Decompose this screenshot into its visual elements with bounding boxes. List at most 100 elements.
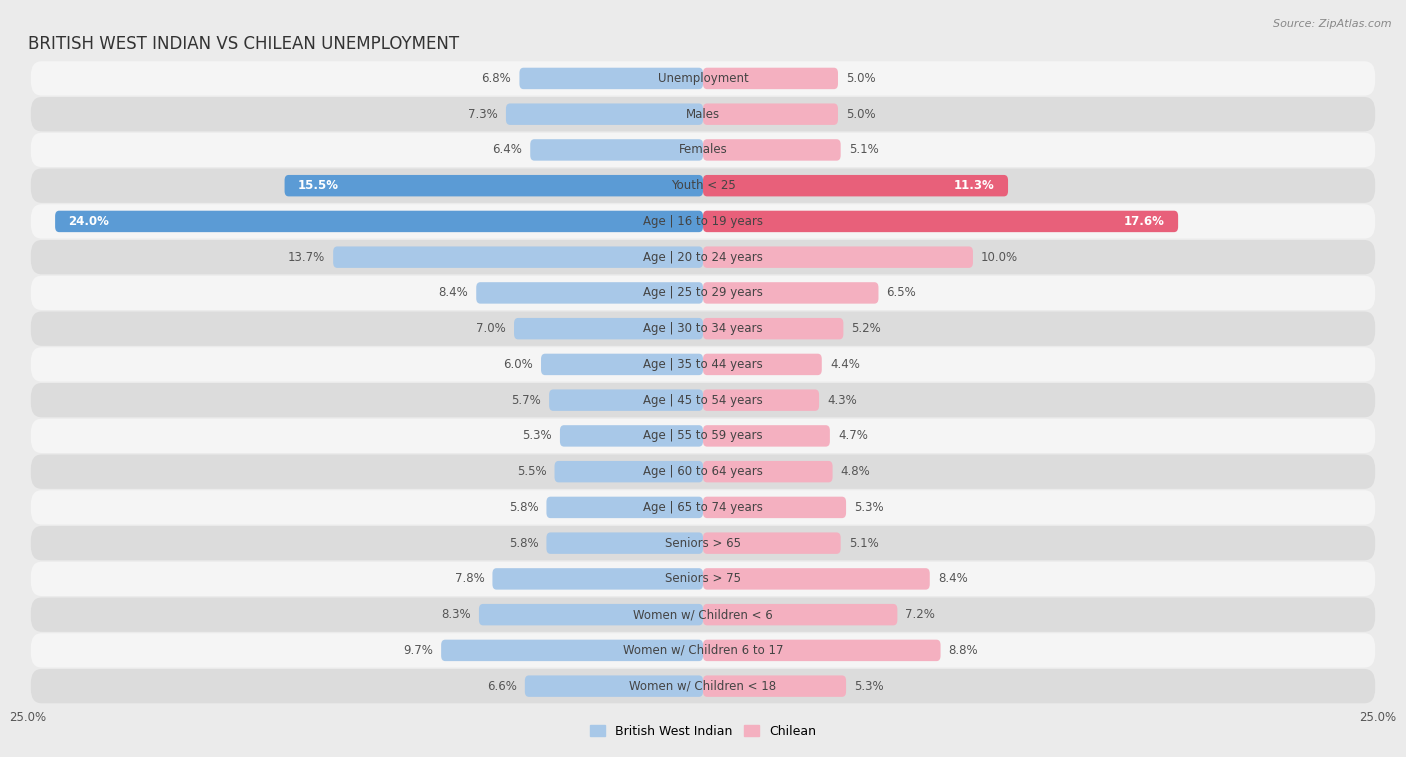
- FancyBboxPatch shape: [703, 675, 846, 697]
- Text: 7.3%: 7.3%: [468, 107, 498, 120]
- FancyBboxPatch shape: [519, 67, 703, 89]
- FancyBboxPatch shape: [31, 347, 1375, 382]
- FancyBboxPatch shape: [703, 497, 846, 518]
- FancyBboxPatch shape: [703, 354, 821, 375]
- FancyBboxPatch shape: [441, 640, 703, 661]
- Text: 5.0%: 5.0%: [846, 107, 876, 120]
- Text: BRITISH WEST INDIAN VS CHILEAN UNEMPLOYMENT: BRITISH WEST INDIAN VS CHILEAN UNEMPLOYM…: [28, 36, 460, 54]
- Text: 5.8%: 5.8%: [509, 501, 538, 514]
- FancyBboxPatch shape: [31, 276, 1375, 310]
- FancyBboxPatch shape: [703, 640, 941, 661]
- FancyBboxPatch shape: [492, 569, 703, 590]
- Text: Women w/ Children < 18: Women w/ Children < 18: [630, 680, 776, 693]
- Text: Women w/ Children < 6: Women w/ Children < 6: [633, 608, 773, 621]
- Text: 5.8%: 5.8%: [509, 537, 538, 550]
- FancyBboxPatch shape: [703, 247, 973, 268]
- FancyBboxPatch shape: [703, 67, 838, 89]
- FancyBboxPatch shape: [515, 318, 703, 339]
- Text: 6.5%: 6.5%: [887, 286, 917, 300]
- Text: 13.7%: 13.7%: [288, 251, 325, 263]
- Legend: British West Indian, Chilean: British West Indian, Chilean: [585, 720, 821, 743]
- Text: Age | 55 to 59 years: Age | 55 to 59 years: [643, 429, 763, 442]
- Text: Age | 35 to 44 years: Age | 35 to 44 years: [643, 358, 763, 371]
- FancyBboxPatch shape: [547, 532, 703, 554]
- FancyBboxPatch shape: [31, 669, 1375, 703]
- FancyBboxPatch shape: [31, 562, 1375, 596]
- FancyBboxPatch shape: [31, 633, 1375, 668]
- Text: 8.4%: 8.4%: [439, 286, 468, 300]
- FancyBboxPatch shape: [560, 425, 703, 447]
- Text: 5.5%: 5.5%: [517, 465, 547, 478]
- FancyBboxPatch shape: [479, 604, 703, 625]
- Text: 8.4%: 8.4%: [938, 572, 967, 585]
- Text: 4.8%: 4.8%: [841, 465, 870, 478]
- Text: 7.8%: 7.8%: [454, 572, 484, 585]
- FancyBboxPatch shape: [31, 204, 1375, 238]
- FancyBboxPatch shape: [477, 282, 703, 304]
- Text: Women w/ Children 6 to 17: Women w/ Children 6 to 17: [623, 644, 783, 657]
- Text: 6.8%: 6.8%: [482, 72, 512, 85]
- FancyBboxPatch shape: [524, 675, 703, 697]
- Text: Age | 30 to 34 years: Age | 30 to 34 years: [643, 322, 763, 335]
- Text: Age | 60 to 64 years: Age | 60 to 64 years: [643, 465, 763, 478]
- FancyBboxPatch shape: [31, 419, 1375, 453]
- Text: 15.5%: 15.5%: [298, 179, 339, 192]
- FancyBboxPatch shape: [703, 210, 1178, 232]
- Text: 5.1%: 5.1%: [849, 537, 879, 550]
- Text: Seniors > 75: Seniors > 75: [665, 572, 741, 585]
- FancyBboxPatch shape: [703, 104, 838, 125]
- FancyBboxPatch shape: [550, 389, 703, 411]
- FancyBboxPatch shape: [55, 210, 703, 232]
- Text: 5.1%: 5.1%: [849, 143, 879, 157]
- Text: 17.6%: 17.6%: [1123, 215, 1164, 228]
- FancyBboxPatch shape: [31, 132, 1375, 167]
- Text: 6.4%: 6.4%: [492, 143, 522, 157]
- Text: 8.8%: 8.8%: [949, 644, 979, 657]
- Text: Unemployment: Unemployment: [658, 72, 748, 85]
- FancyBboxPatch shape: [703, 139, 841, 160]
- FancyBboxPatch shape: [547, 497, 703, 518]
- Text: Age | 25 to 29 years: Age | 25 to 29 years: [643, 286, 763, 300]
- FancyBboxPatch shape: [506, 104, 703, 125]
- FancyBboxPatch shape: [31, 169, 1375, 203]
- FancyBboxPatch shape: [31, 312, 1375, 346]
- Text: 8.3%: 8.3%: [441, 608, 471, 621]
- FancyBboxPatch shape: [703, 532, 841, 554]
- FancyBboxPatch shape: [541, 354, 703, 375]
- FancyBboxPatch shape: [31, 240, 1375, 274]
- Text: Age | 20 to 24 years: Age | 20 to 24 years: [643, 251, 763, 263]
- Text: 11.3%: 11.3%: [953, 179, 994, 192]
- Text: 5.7%: 5.7%: [512, 394, 541, 407]
- FancyBboxPatch shape: [703, 604, 897, 625]
- Text: 24.0%: 24.0%: [69, 215, 110, 228]
- FancyBboxPatch shape: [703, 425, 830, 447]
- FancyBboxPatch shape: [703, 389, 820, 411]
- Text: 7.2%: 7.2%: [905, 608, 935, 621]
- Text: Males: Males: [686, 107, 720, 120]
- FancyBboxPatch shape: [554, 461, 703, 482]
- Text: Age | 45 to 54 years: Age | 45 to 54 years: [643, 394, 763, 407]
- FancyBboxPatch shape: [284, 175, 703, 196]
- Text: Age | 65 to 74 years: Age | 65 to 74 years: [643, 501, 763, 514]
- Text: 5.3%: 5.3%: [522, 429, 551, 442]
- FancyBboxPatch shape: [530, 139, 703, 160]
- Text: 5.2%: 5.2%: [852, 322, 882, 335]
- FancyBboxPatch shape: [31, 526, 1375, 560]
- FancyBboxPatch shape: [31, 61, 1375, 95]
- FancyBboxPatch shape: [31, 597, 1375, 632]
- Text: 7.0%: 7.0%: [477, 322, 506, 335]
- FancyBboxPatch shape: [703, 569, 929, 590]
- Text: 5.3%: 5.3%: [855, 501, 884, 514]
- Text: 10.0%: 10.0%: [981, 251, 1018, 263]
- Text: 4.4%: 4.4%: [830, 358, 859, 371]
- FancyBboxPatch shape: [703, 318, 844, 339]
- Text: Youth < 25: Youth < 25: [671, 179, 735, 192]
- FancyBboxPatch shape: [31, 97, 1375, 132]
- Text: 9.7%: 9.7%: [404, 644, 433, 657]
- FancyBboxPatch shape: [31, 454, 1375, 489]
- Text: 6.6%: 6.6%: [486, 680, 517, 693]
- Text: 4.3%: 4.3%: [827, 394, 856, 407]
- Text: Age | 16 to 19 years: Age | 16 to 19 years: [643, 215, 763, 228]
- Text: Seniors > 65: Seniors > 65: [665, 537, 741, 550]
- Text: 6.0%: 6.0%: [503, 358, 533, 371]
